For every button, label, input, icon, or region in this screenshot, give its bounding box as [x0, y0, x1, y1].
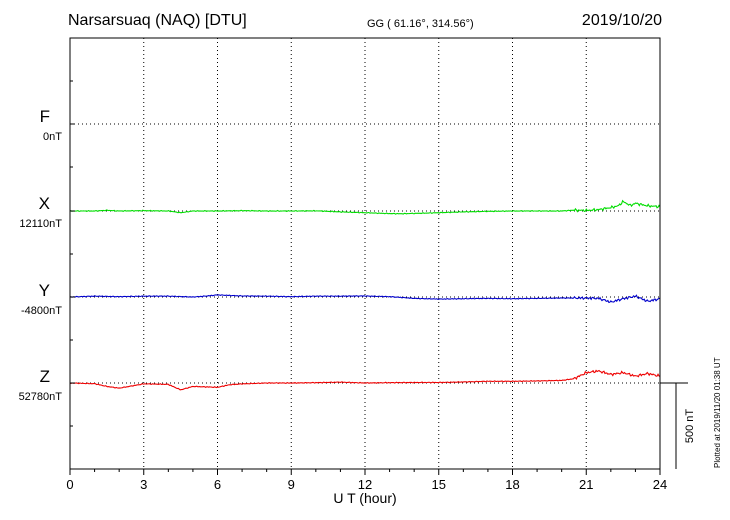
baseline-label-z: 52780nT	[18, 391, 62, 403]
grid-lines	[70, 38, 660, 469]
scale-bar: 500 nT	[660, 382, 696, 469]
baseline-label-x: 12110nT	[19, 218, 62, 230]
x-tick-label: 21	[579, 477, 593, 492]
geographic-coordinates: GG ( 61.16°, 314.56°)	[367, 18, 474, 30]
component-label-f: F	[39, 107, 50, 126]
station-title: Narsarsuaq (NAQ) [DTU]	[68, 12, 247, 29]
x-axis-label: U T (hour)	[333, 490, 396, 506]
scale-bar-label: 500 nT	[684, 409, 696, 444]
x-tick-label: 15	[432, 477, 446, 492]
x-tick-label: 3	[140, 477, 147, 492]
baseline-label-f: 0nT	[43, 131, 62, 143]
plot-date: 2019/10/20	[581, 12, 662, 29]
x-tick-label: 24	[653, 477, 667, 492]
series-line-y	[69, 294, 661, 304]
component-label-z: Z	[39, 367, 50, 386]
x-axis: 0 3 6 9 12 15 18 21 24	[66, 37, 667, 492]
baseline-label-y: -4800nT	[21, 305, 62, 317]
x-tick-label: 18	[505, 477, 519, 492]
series-lines	[69, 199, 661, 391]
series-line-x	[69, 199, 661, 215]
x-tick-label: 12	[358, 477, 372, 492]
x-tick-label: 9	[288, 477, 295, 492]
x-tick-label: 6	[214, 477, 221, 492]
component-label-y: Y	[38, 281, 50, 300]
series-line-z	[69, 369, 661, 391]
x-tick-label: 0	[66, 477, 73, 492]
component-label-x: X	[38, 194, 50, 213]
